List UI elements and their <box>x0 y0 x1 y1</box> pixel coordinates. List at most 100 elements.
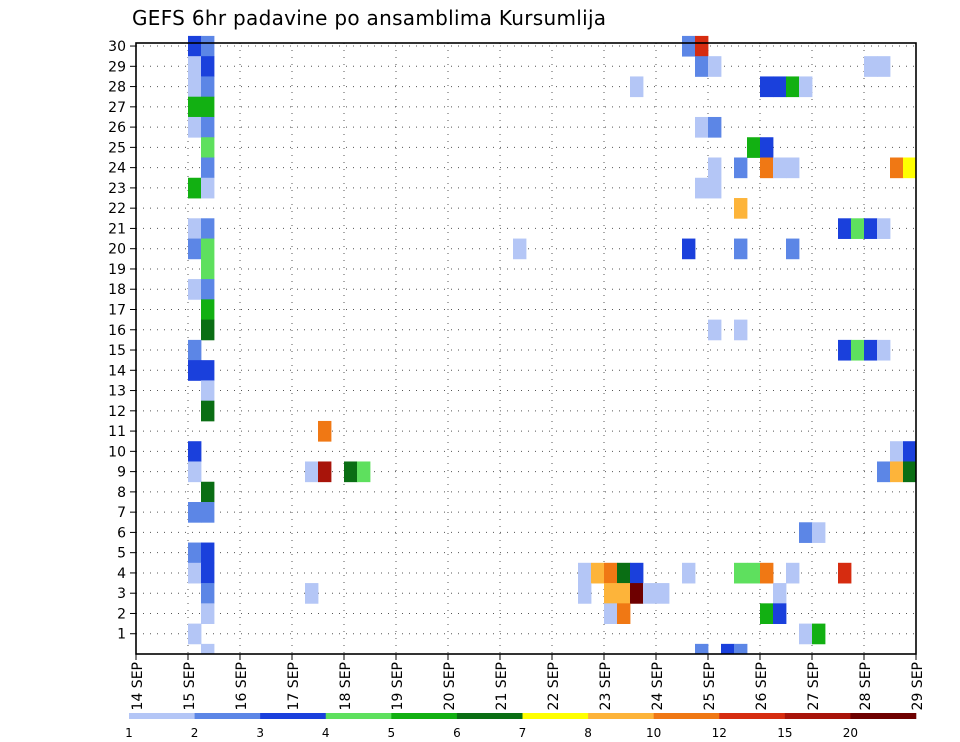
grid-lines <box>135 43 917 654</box>
x-tick-label: 28 SEP <box>858 662 874 710</box>
y-tick-label: 23 <box>108 181 126 197</box>
y-tick-label: 5 <box>117 546 126 562</box>
precip-cell <box>773 76 787 98</box>
x-tick-label: 19 SEP <box>390 662 406 710</box>
y-tick-label: 13 <box>108 384 126 400</box>
legend-swatch <box>719 713 786 719</box>
y-tick-label: 22 <box>108 201 126 217</box>
precip-cell <box>188 116 202 138</box>
precip-cell <box>201 137 215 158</box>
precip-cell <box>786 76 800 98</box>
precip-cell <box>708 177 722 199</box>
y-tick-label: 21 <box>108 221 126 237</box>
legend-swatch <box>588 713 654 719</box>
precip-cell <box>773 603 787 625</box>
precip-cell <box>812 522 826 543</box>
y-tick-label: 2 <box>117 606 126 622</box>
precip-cell <box>201 218 215 239</box>
precip-cell <box>305 461 319 483</box>
y-tick-label: 19 <box>108 262 126 278</box>
precip-cell <box>903 157 917 179</box>
precip-cell <box>708 157 722 179</box>
precip-cell <box>513 238 527 260</box>
precip-cell <box>201 56 215 77</box>
precip-cell <box>890 157 904 179</box>
x-tick-label: 17 SEP <box>286 662 302 710</box>
y-tick-label: 25 <box>108 140 126 156</box>
precip-cell <box>838 562 852 584</box>
precip-cell <box>188 360 202 381</box>
precip-cell <box>604 603 618 625</box>
x-tick-label: 15 SEP <box>182 662 198 710</box>
precip-cell <box>201 319 215 341</box>
precip-cell <box>786 562 800 584</box>
precip-cell <box>305 583 319 604</box>
legend-label: 10 <box>646 726 661 740</box>
precip-cell <box>617 583 631 604</box>
precip-cell <box>734 238 748 260</box>
precip-cell <box>318 420 332 442</box>
precip-cell <box>201 299 215 321</box>
precip-cell <box>760 603 774 625</box>
precip-cell <box>201 35 215 57</box>
legend-label: 15 <box>777 726 792 740</box>
y-tick-label: 10 <box>108 444 126 460</box>
precip-cell <box>201 562 215 584</box>
precip-cell <box>201 603 215 625</box>
precip-cell <box>188 623 202 645</box>
precip-cell <box>734 198 748 219</box>
precip-cell <box>799 522 813 543</box>
precip-cell <box>188 339 202 361</box>
precip-cell <box>812 623 826 645</box>
x-tick-label: 26 SEP <box>754 662 770 710</box>
legend-label: 1 <box>125 726 133 740</box>
y-tick-label: 8 <box>117 485 126 501</box>
precip-cell <box>786 157 800 179</box>
x-tick-label: 20 SEP <box>442 662 458 710</box>
x-tick-label: 14 SEP <box>130 662 146 710</box>
y-tick-label: 30 <box>108 39 126 55</box>
x-tick-label: 18 SEP <box>338 662 354 710</box>
precip-cell <box>357 461 371 483</box>
legend-swatch <box>260 713 327 719</box>
x-tick-label: 25 SEP <box>702 662 718 710</box>
precip-cell <box>682 238 696 260</box>
legend-label: 20 <box>843 726 858 740</box>
legend-swatch <box>456 713 523 719</box>
precip-cell <box>877 56 891 77</box>
precip-cell <box>188 177 202 199</box>
legend-swatch <box>194 713 261 719</box>
y-tick-label: 26 <box>108 120 126 136</box>
legend-swatch <box>522 713 589 719</box>
y-tick-label: 3 <box>117 586 126 602</box>
precip-cell <box>201 258 215 280</box>
x-tick-label: 27 SEP <box>806 662 822 710</box>
precip-cell <box>734 319 748 341</box>
precip-cell <box>708 319 722 341</box>
legend-label: 8 <box>584 726 592 740</box>
precip-cell <box>734 562 748 584</box>
legend-swatch <box>653 713 720 719</box>
precip-cell <box>604 562 618 584</box>
precip-cell <box>760 137 774 158</box>
precip-cell <box>708 116 722 138</box>
precip-cell <box>903 461 917 483</box>
precip-cell <box>201 116 215 138</box>
precip-cell <box>630 76 644 98</box>
precip-cell <box>617 603 631 625</box>
y-tick-label: 28 <box>108 80 126 96</box>
precip-cell <box>708 56 722 77</box>
x-tick-label: 24 SEP <box>650 662 666 710</box>
precip-cell <box>760 76 774 98</box>
precip-cell <box>734 157 748 179</box>
precip-cell <box>682 562 696 584</box>
legend-label: 7 <box>519 726 527 740</box>
precip-cell <box>201 542 215 564</box>
precip-cell <box>318 461 332 483</box>
precip-cell <box>201 238 215 260</box>
y-tick-label: 27 <box>108 100 126 116</box>
precip-cell <box>591 562 605 584</box>
x-tick-label: 16 SEP <box>234 662 250 710</box>
precip-cell <box>695 35 709 57</box>
